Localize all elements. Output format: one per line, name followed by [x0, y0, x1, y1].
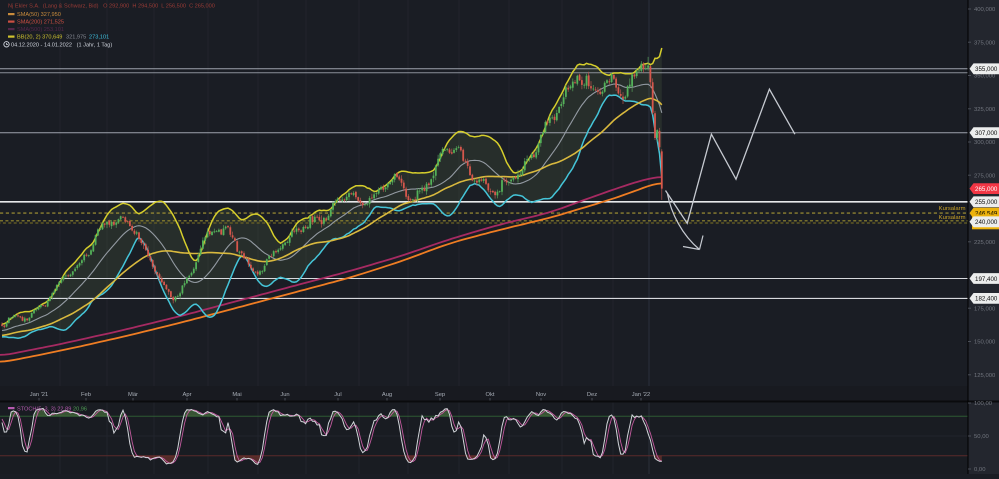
svg-text:325,000: 325,000 — [974, 107, 996, 113]
svg-text:350,000: 350,000 — [974, 74, 996, 80]
svg-text:400,000: 400,000 — [974, 7, 996, 13]
svg-text:175,000: 175,000 — [974, 306, 996, 312]
svg-text:Jan '22: Jan '22 — [632, 392, 651, 398]
svg-text:SMA(50) 327,950: SMA(50) 327,950 — [17, 12, 61, 18]
svg-text:300,000: 300,000 — [974, 140, 996, 146]
svg-text:Nov: Nov — [536, 392, 546, 398]
svg-text:BB(20, 2) 370,649: BB(20, 2) 370,649 — [17, 35, 62, 41]
svg-text:Jan '21: Jan '21 — [30, 392, 49, 398]
svg-text:275,000: 275,000 — [974, 173, 996, 179]
svg-text:100,00: 100,00 — [974, 401, 993, 407]
svg-text:197,400: 197,400 — [975, 276, 998, 283]
svg-text:20,96: 20,96 — [73, 406, 87, 412]
svg-text:182,400: 182,400 — [975, 296, 998, 303]
svg-text:150,000: 150,000 — [974, 340, 996, 346]
svg-text:STOCH(5, 3, 3) 22,89: STOCH(5, 3, 3) 22,89 — [17, 406, 71, 412]
svg-text:265,000: 265,000 — [975, 186, 998, 193]
svg-text:50,00: 50,00 — [974, 434, 989, 440]
svg-text:0,00: 0,00 — [974, 467, 986, 473]
svg-text:SMA(500) 253,101: SMA(500) 253,101 — [17, 27, 64, 33]
svg-text:Nj Ekler S.A. (Lang & Schwarz: Nj Ekler S.A. (Lang & Schwarz, Bid) O 29… — [8, 4, 215, 10]
svg-text:Apr: Apr — [182, 392, 191, 398]
svg-text:Jul: Jul — [334, 392, 341, 398]
svg-text:SMA(200) 271,525: SMA(200) 271,525 — [17, 20, 64, 26]
svg-text:307,000: 307,000 — [975, 130, 998, 137]
svg-text:Kursalarm: Kursalarm — [939, 206, 966, 212]
svg-text:Kursalarm: Kursalarm — [939, 215, 966, 221]
svg-text:255,000: 255,000 — [975, 199, 998, 206]
svg-text:321,975: 321,975 — [66, 35, 86, 41]
svg-text:Mai: Mai — [232, 392, 241, 398]
svg-text:Jun: Jun — [280, 392, 289, 398]
svg-text:273,101: 273,101 — [89, 35, 109, 41]
svg-text:04.12.2020 - 14.01.2022 (1 J: 04.12.2020 - 14.01.2022 (1 Jahr, 1 Tag) — [11, 42, 112, 48]
svg-text:Mär: Mär — [128, 392, 138, 398]
svg-text:355,000: 355,000 — [975, 66, 998, 73]
svg-text:Sep: Sep — [435, 392, 445, 398]
svg-text:Aug: Aug — [382, 392, 392, 398]
svg-text:Dez: Dez — [587, 392, 597, 398]
svg-text:125,000: 125,000 — [974, 373, 996, 379]
svg-text:Okt: Okt — [485, 392, 494, 398]
svg-text:225,000: 225,000 — [974, 240, 996, 246]
svg-text:375,000: 375,000 — [974, 41, 996, 47]
svg-text:Feb: Feb — [81, 392, 91, 398]
svg-text:240,000: 240,000 — [975, 219, 998, 226]
